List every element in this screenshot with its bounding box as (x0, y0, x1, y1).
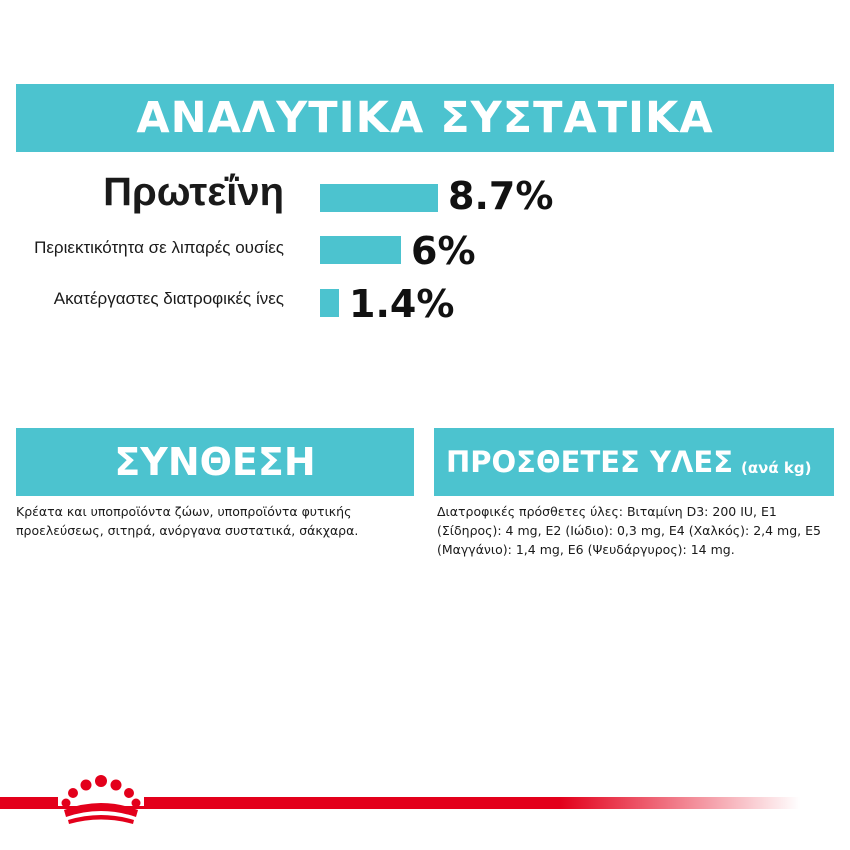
nutrient-bar-fat (320, 236, 401, 264)
nutrient-bar-protein (320, 184, 438, 212)
additives-heading-banner: ΠΡΟΣΘΕΤΕΣ ΥΛΕΣ (ανά kg) (434, 428, 834, 496)
nutrient-value-fat: 6% (411, 229, 476, 273)
footer-red-line (0, 797, 800, 809)
nutrient-value-fibre: 1.4% (349, 282, 455, 326)
additives-heading: ΠΡΟΣΘΕΤΕΣ ΥΛΕΣ (446, 445, 734, 479)
crown-icon (58, 775, 144, 824)
analytical-constituents-title: ΑΝΑΛΥΤΙΚΑ ΣΥΣΤΑΤΙΚΑ (16, 84, 834, 152)
nutrient-label-fibre: Ακατέργαστες διατροφικές ίνες (53, 289, 284, 308)
additives-text: Διατροφικές πρόσθετες ύλες: Βιταμίνη D3:… (437, 504, 821, 557)
composition-heading: ΣΥΝΘΕΣΗ (16, 428, 414, 496)
additives-unit: (ανά kg) (741, 459, 812, 477)
composition-text: Κρέατα και υποπροϊόντα ζώων, υποπροϊόντα… (16, 504, 359, 538)
nutrient-bar-fibre (320, 289, 339, 317)
nutrient-label-protein: Πρωτεΐνη (103, 170, 284, 214)
nutrient-label-fat: Περιεκτικότητα σε λιπαρές ουσίες (34, 238, 284, 257)
nutrient-value-protein: 8.7% (448, 174, 554, 218)
